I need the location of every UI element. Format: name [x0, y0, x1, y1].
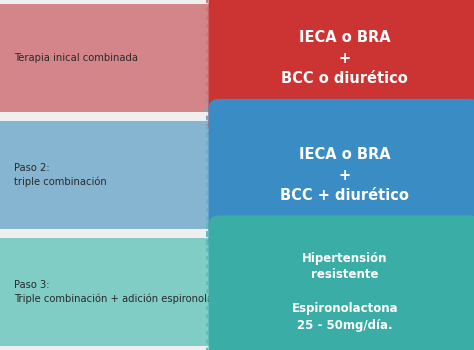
FancyBboxPatch shape	[0, 238, 474, 346]
FancyBboxPatch shape	[209, 99, 474, 251]
FancyBboxPatch shape	[209, 216, 474, 350]
FancyBboxPatch shape	[209, 0, 474, 134]
Text: Paso 3:
Triple combinación + adición espironolactona: Paso 3: Triple combinación + adición esp…	[14, 280, 241, 303]
Text: IECA o BRA
+
BCC + diurético: IECA o BRA + BCC + diurético	[281, 147, 409, 203]
Text: Paso 2:
triple combinación: Paso 2: triple combinación	[14, 163, 107, 187]
Text: Hipertensión
resistente: Hipertensión resistente	[302, 252, 388, 281]
FancyBboxPatch shape	[0, 121, 474, 229]
FancyBboxPatch shape	[0, 4, 474, 112]
Text: IECA o BRA
+
BCC o diurético: IECA o BRA + BCC o diurético	[282, 30, 408, 86]
Text: Terapia inical combinada: Terapia inical combinada	[14, 53, 138, 63]
Text: Espironolactona
25 - 50mg/día.: Espironolactona 25 - 50mg/día.	[292, 302, 398, 331]
